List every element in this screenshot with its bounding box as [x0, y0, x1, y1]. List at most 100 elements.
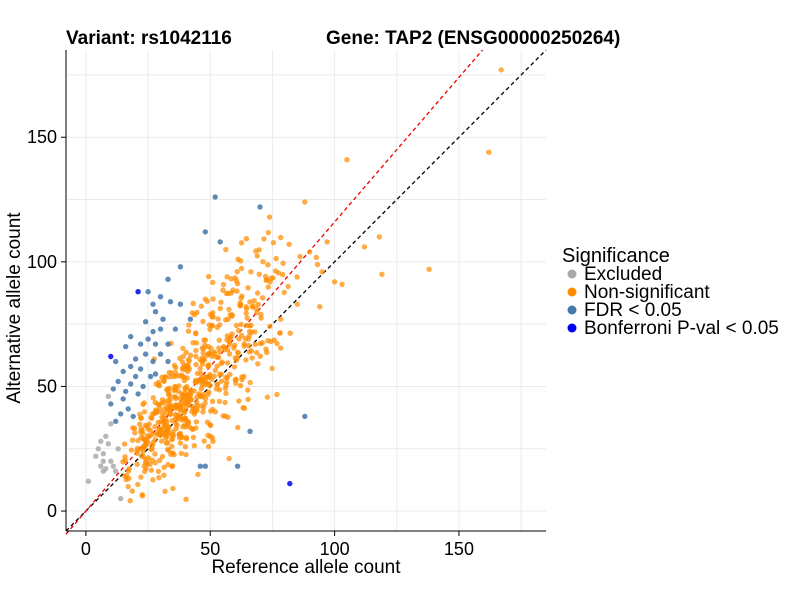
- point-bonf: [108, 353, 114, 360]
- point-non-significant: [226, 306, 232, 313]
- chart-title-gene: Gene: TAP2 (ENSG00000250264): [326, 28, 620, 49]
- point-non-significant: [246, 328, 253, 335]
- point-non-significant: [226, 351, 233, 357]
- point-non-significant: [244, 315, 250, 321]
- point-fdr: [128, 381, 134, 387]
- point-non-significant: [238, 321, 244, 328]
- point-non-significant: [169, 443, 175, 449]
- point-non-significant: [207, 311, 214, 317]
- point-fdr: [115, 378, 121, 385]
- point-non-significant: [379, 271, 385, 277]
- point-excluded: [100, 458, 107, 464]
- point-non-significant: [250, 303, 256, 309]
- point-non-significant: [193, 419, 200, 425]
- point-non-significant: [238, 332, 245, 339]
- point-fdr: [120, 368, 126, 375]
- point-non-significant: [195, 471, 201, 478]
- point-non-significant: [201, 337, 207, 343]
- point-non-significant: [245, 396, 251, 402]
- point-non-significant: [155, 401, 161, 407]
- point-fdr: [128, 333, 134, 340]
- point-non-significant: [302, 199, 308, 205]
- point-non-significant: [234, 269, 240, 275]
- point-non-significant: [257, 353, 263, 359]
- point-non-significant: [122, 457, 128, 464]
- point-non-significant: [190, 434, 197, 441]
- point-fdr: [125, 406, 131, 412]
- point-non-significant: [140, 401, 146, 408]
- legend-title: Significance: [562, 245, 670, 267]
- point-non-significant: [243, 306, 250, 312]
- point-non-significant: [274, 391, 280, 398]
- point-non-significant: [267, 323, 273, 329]
- point-excluded: [108, 421, 114, 427]
- point-non-significant: [199, 382, 205, 388]
- point-non-significant: [193, 347, 199, 354]
- point-non-significant: [138, 446, 144, 452]
- point-non-significant: [259, 295, 266, 301]
- point-non-significant: [214, 324, 220, 330]
- point-fdr: [120, 396, 126, 402]
- point-fdr: [165, 358, 171, 365]
- y-tick-label: 0: [47, 501, 57, 521]
- point-non-significant: [176, 431, 182, 437]
- point-fdr: [145, 289, 151, 295]
- point-non-significant: [160, 419, 166, 425]
- point-non-significant: [224, 337, 230, 343]
- x-axis-label: Reference allele count: [211, 557, 401, 578]
- point-non-significant: [307, 249, 313, 255]
- point-bonf: [287, 480, 293, 487]
- point-non-significant: [190, 340, 196, 346]
- point-non-significant: [205, 443, 212, 450]
- point-non-significant: [248, 269, 254, 275]
- point-non-significant: [156, 475, 162, 481]
- point-fdr: [137, 366, 144, 372]
- point-non-significant: [294, 274, 300, 280]
- point-non-significant: [165, 426, 171, 433]
- point-non-significant: [172, 369, 179, 376]
- point-non-significant: [161, 464, 167, 470]
- point-non-significant: [182, 386, 188, 392]
- point-fdr: [128, 363, 134, 370]
- point-non-significant: [262, 273, 269, 280]
- point-fdr: [157, 351, 164, 357]
- point-excluded: [85, 478, 92, 484]
- point-non-significant: [223, 390, 229, 397]
- point-non-significant: [280, 260, 286, 266]
- point-non-significant: [314, 261, 321, 268]
- point-excluded: [110, 463, 117, 469]
- point-non-significant: [233, 322, 240, 329]
- point-excluded: [93, 453, 99, 459]
- point-non-significant: [227, 312, 233, 318]
- point-non-significant: [180, 353, 186, 359]
- point-non-significant: [237, 300, 243, 306]
- point-non-significant: [150, 477, 156, 483]
- point-non-significant: [231, 342, 238, 348]
- point-non-significant: [180, 366, 186, 372]
- point-excluded: [95, 446, 102, 452]
- point-non-significant: [258, 315, 264, 321]
- point-non-significant: [200, 404, 207, 411]
- point-non-significant: [254, 253, 260, 259]
- point-non-significant: [166, 369, 172, 376]
- grid-lines: [66, 50, 546, 531]
- point-non-significant: [249, 355, 255, 361]
- point-non-significant: [188, 396, 194, 403]
- point-non-significant: [270, 240, 277, 246]
- point-non-significant: [226, 455, 232, 462]
- point-non-significant: [202, 400, 208, 406]
- point-non-significant: [200, 318, 206, 325]
- point-fdr: [142, 351, 149, 357]
- point-non-significant: [247, 379, 253, 386]
- point-non-significant: [182, 415, 189, 422]
- point-non-significant: [255, 301, 261, 308]
- point-fdr: [130, 413, 136, 420]
- point-non-significant: [235, 327, 242, 334]
- point-non-significant: [313, 254, 319, 261]
- legend-label-excluded: Excluded: [584, 264, 662, 285]
- point-non-significant: [254, 349, 260, 356]
- point-fdr: [157, 326, 164, 332]
- point-non-significant: [200, 350, 206, 356]
- point-non-significant: [208, 376, 215, 382]
- point-non-significant: [261, 236, 267, 242]
